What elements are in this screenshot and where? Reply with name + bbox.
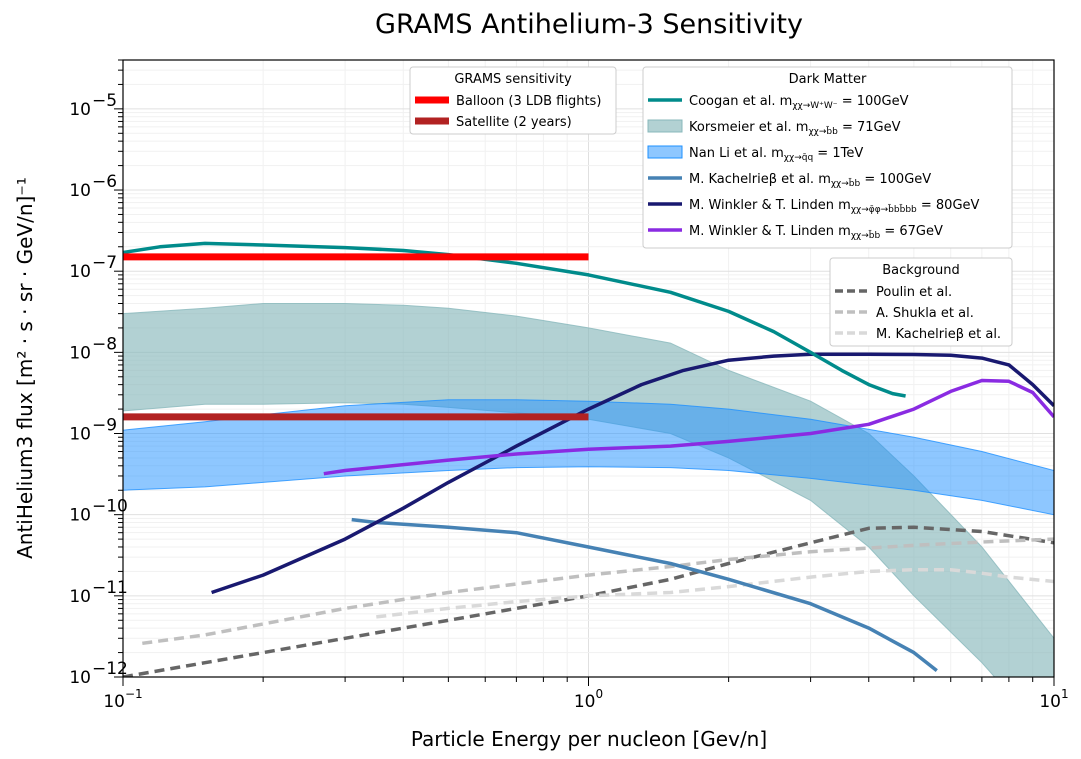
y-tick-exponent: −11 [92, 578, 128, 598]
legend-grams-sensitivity: GRAMS sensitivity Balloon (3 LDB flights)… [409, 66, 617, 135]
series-line-coogan [123, 241, 906, 398]
y-tick-label: 10 [69, 587, 91, 607]
y-tick-label: 10 [69, 506, 91, 526]
legend-swatch [647, 145, 683, 159]
series-line-winkler-67 [323, 378, 1054, 476]
legend-title: Background [882, 263, 960, 278]
legend-box [409, 66, 617, 135]
y-tick-exponent: −9 [92, 416, 117, 436]
legend-label: Korsmeier et al. mχχ→b̄b = 71GeV [689, 120, 901, 137]
legend-box [642, 66, 1013, 249]
legend-label: M. Kachelrieβ et al. mχχ→b̄b = 100GeV [689, 172, 931, 189]
legend-background: Background Poulin et al. A. Shukla et al. M… [829, 257, 1013, 347]
legend-label: Satellite (2 years) [456, 115, 572, 130]
legend-dark-matter: Dark Matter Coogan et al. mχχ→W⁺W⁻ = 100G… [642, 66, 1013, 249]
legend-label: M. Kachelrieβ et al. [876, 327, 1001, 342]
y-tick-exponent: −5 [92, 91, 117, 111]
series-line-kachelriess-dm [351, 517, 938, 672]
x-tick-label: 101 [1039, 687, 1068, 712]
y-tick-label: 10 [69, 425, 91, 445]
y-tick-label: 10 [69, 100, 91, 120]
legend-title: GRAMS sensitivity [454, 72, 572, 87]
legend-label: Nan Li et al. mχχ→q̄q = 1TeV [689, 146, 863, 163]
legend-swatch [647, 119, 683, 133]
x-tick-label: 100 [574, 687, 603, 712]
y-tick-exponent: −6 [92, 172, 117, 192]
legend-title: Dark Matter [789, 72, 867, 87]
y-tick-exponent: −12 [92, 659, 128, 679]
chart-title: GRAMS Antihelium-3 Sensitivity [375, 9, 803, 40]
y-tick-label: 10 [69, 668, 91, 688]
legend-label: M. Winkler & T. Linden mχχ→b̄b = 67GeV [689, 224, 943, 241]
plot-area [123, 241, 1054, 677]
legends: GRAMS sensitivity Balloon (3 LDB flights)… [409, 66, 1013, 347]
y-tick-label: 10 [69, 262, 91, 282]
x-axis-label: Particle Energy per nucleon [Gev/n] [411, 727, 767, 751]
y-tick-label: 10 [69, 343, 91, 363]
x-tick-label: 10−1 [103, 687, 142, 712]
y-tick-exponent: −7 [92, 253, 117, 273]
legend-label: M. Winkler & T. Linden mχχ→φ̄φ→b̄bb̄bb =… [689, 198, 980, 215]
band-nanli [123, 399, 1054, 516]
x-axis-ticks: 10−1 100 101 [103, 677, 1069, 712]
series-line-bg-kachelriess [376, 567, 1054, 619]
y-tick-label: 10 [69, 181, 91, 201]
legend-label: A. Shukla et al. [876, 306, 974, 321]
series-line-winkler-80 [211, 352, 1054, 595]
y-tick-exponent: −8 [92, 334, 117, 354]
series-line-bg-shukla [142, 537, 1054, 646]
legend-box [829, 257, 1013, 347]
legend-label: Poulin et al. [876, 285, 952, 300]
legend-label: Balloon (3 LDB flights) [456, 94, 601, 109]
y-axis-label: AntiHelium3 flux [m² · s · sr · GeV/n]⁻¹ [13, 177, 37, 559]
y-tick-exponent: −10 [92, 497, 128, 517]
legend-label: Coogan et al. mχχ→W⁺W⁻ = 100GeV [689, 94, 909, 111]
